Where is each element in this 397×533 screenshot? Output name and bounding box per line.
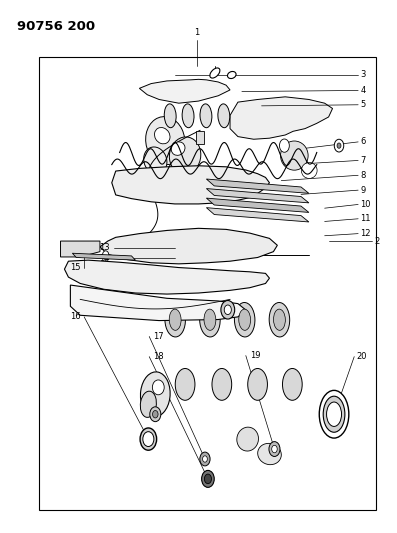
Text: 4: 4 — [360, 86, 365, 95]
Ellipse shape — [274, 309, 285, 330]
Text: 1: 1 — [194, 28, 199, 37]
Circle shape — [202, 456, 207, 462]
Circle shape — [202, 471, 214, 487]
Text: 5: 5 — [360, 100, 365, 109]
Ellipse shape — [279, 139, 289, 152]
Ellipse shape — [269, 303, 290, 337]
Ellipse shape — [171, 142, 185, 155]
Circle shape — [334, 139, 344, 152]
Ellipse shape — [175, 368, 195, 400]
Text: 16: 16 — [69, 312, 80, 321]
Circle shape — [272, 446, 277, 453]
Ellipse shape — [234, 303, 255, 337]
Polygon shape — [112, 166, 270, 204]
Ellipse shape — [283, 368, 302, 400]
Ellipse shape — [218, 104, 230, 128]
Text: 8: 8 — [360, 171, 366, 180]
Ellipse shape — [258, 443, 281, 465]
Ellipse shape — [210, 68, 220, 78]
Text: 6: 6 — [360, 138, 366, 147]
Circle shape — [204, 474, 212, 483]
Ellipse shape — [239, 309, 251, 330]
Ellipse shape — [227, 71, 236, 78]
Text: 7: 7 — [360, 156, 366, 165]
Text: 10: 10 — [360, 200, 371, 209]
Ellipse shape — [237, 427, 258, 451]
Ellipse shape — [319, 390, 349, 438]
Ellipse shape — [301, 163, 317, 179]
Ellipse shape — [143, 432, 154, 447]
Polygon shape — [206, 189, 309, 203]
Ellipse shape — [146, 117, 185, 165]
Polygon shape — [72, 253, 135, 260]
Text: 20: 20 — [356, 352, 367, 361]
Polygon shape — [139, 79, 230, 103]
Circle shape — [150, 407, 161, 422]
Ellipse shape — [212, 368, 232, 400]
Polygon shape — [230, 97, 333, 139]
Ellipse shape — [169, 309, 181, 330]
Bar — [39, 57, 376, 511]
Polygon shape — [206, 198, 309, 213]
Polygon shape — [60, 241, 100, 257]
Ellipse shape — [141, 372, 170, 417]
Ellipse shape — [165, 303, 185, 337]
Ellipse shape — [248, 368, 268, 400]
Ellipse shape — [323, 396, 345, 432]
Ellipse shape — [140, 391, 156, 417]
Ellipse shape — [164, 104, 176, 128]
Text: 13: 13 — [99, 244, 110, 253]
Ellipse shape — [140, 428, 157, 450]
Text: 18: 18 — [153, 352, 164, 361]
Text: 11: 11 — [360, 214, 371, 223]
Circle shape — [102, 251, 109, 259]
Polygon shape — [196, 131, 204, 144]
Ellipse shape — [154, 127, 170, 144]
Polygon shape — [64, 260, 270, 294]
Ellipse shape — [182, 104, 194, 128]
Ellipse shape — [200, 303, 220, 337]
Text: 90756 200: 90756 200 — [17, 20, 95, 33]
Ellipse shape — [224, 305, 231, 314]
Ellipse shape — [200, 104, 212, 128]
Polygon shape — [70, 285, 246, 320]
Text: 15: 15 — [70, 263, 80, 272]
Text: 2: 2 — [374, 237, 379, 246]
Ellipse shape — [152, 380, 164, 395]
Ellipse shape — [170, 137, 201, 174]
Circle shape — [269, 442, 280, 456]
Ellipse shape — [204, 309, 216, 330]
Ellipse shape — [221, 301, 235, 319]
Text: 17: 17 — [153, 332, 164, 341]
Circle shape — [152, 410, 158, 418]
Polygon shape — [206, 179, 309, 193]
Circle shape — [200, 452, 210, 466]
Text: 9: 9 — [360, 185, 365, 195]
Polygon shape — [206, 208, 309, 222]
Circle shape — [337, 143, 341, 148]
Text: 14: 14 — [99, 254, 110, 263]
Polygon shape — [100, 228, 278, 264]
Ellipse shape — [144, 147, 167, 174]
Text: 19: 19 — [250, 351, 260, 360]
Text: 12: 12 — [360, 229, 371, 238]
Text: 3: 3 — [360, 70, 366, 79]
Ellipse shape — [327, 402, 341, 426]
Ellipse shape — [281, 141, 308, 170]
